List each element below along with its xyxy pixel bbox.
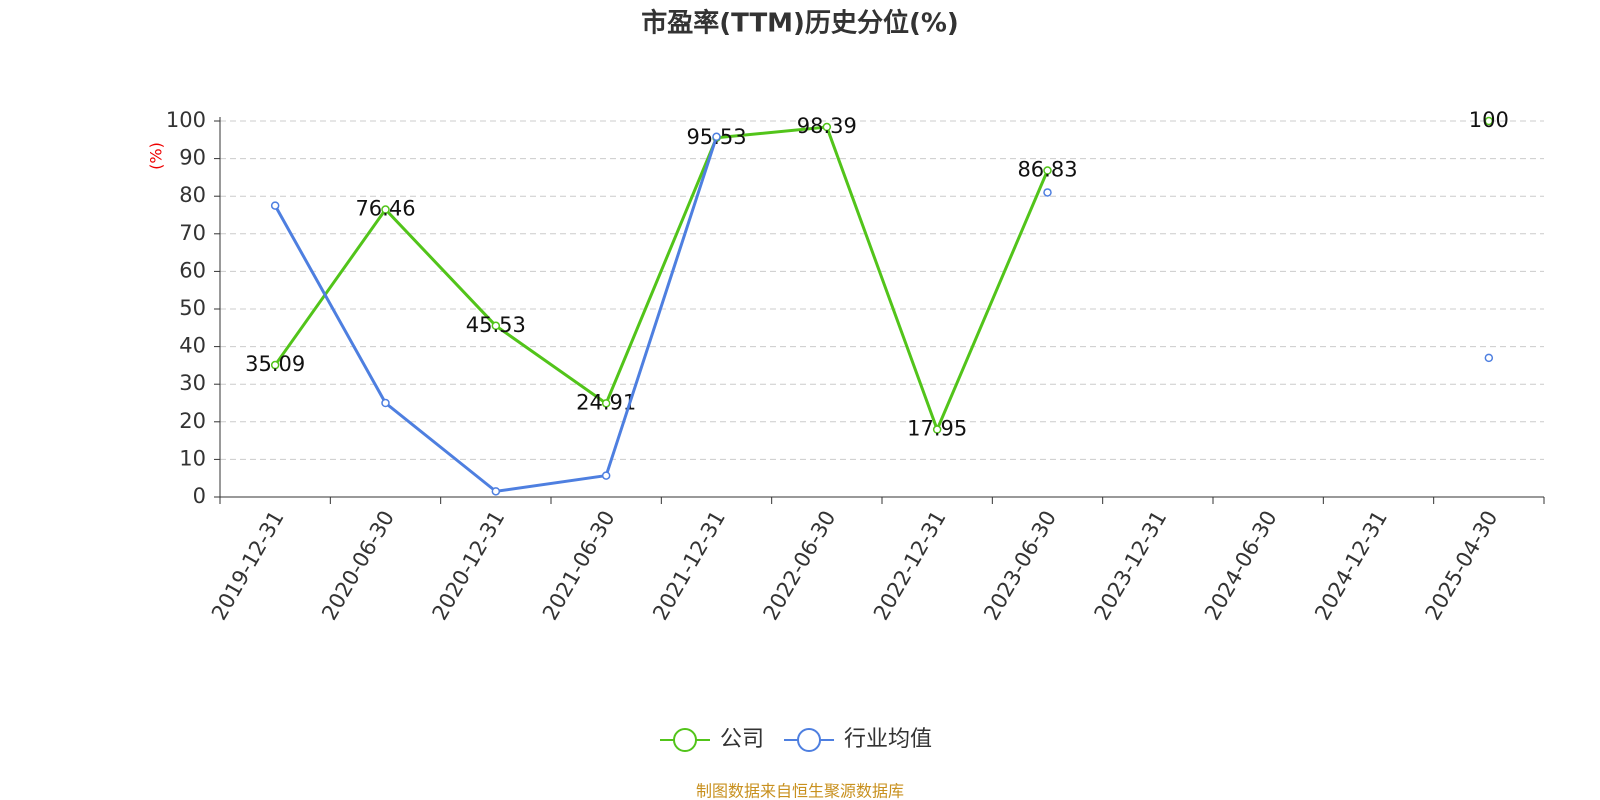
y-axis-label: (%) [147, 142, 166, 170]
chart-title: 市盈率(TTM)历史分位(%) [641, 8, 959, 39]
y-tick-label: 20 [179, 409, 206, 433]
x-tick-label: 2025-04-30 [1421, 507, 1503, 625]
data-point [270, 201, 280, 210]
x-tick-label: 2024-12-31 [1310, 507, 1392, 625]
data-point [491, 487, 501, 496]
y-tick-label: 80 [179, 183, 206, 207]
y-tick-label: 70 [179, 221, 206, 245]
y-tick-label: 0 [193, 484, 206, 508]
data-point [491, 321, 501, 331]
data-point [1484, 116, 1494, 126]
y-tick-label: 10 [179, 446, 206, 470]
series-line [275, 137, 1489, 492]
x-tick-label: 2020-06-30 [317, 507, 399, 625]
data-point [381, 205, 390, 214]
data-label: 35.09 [245, 352, 305, 376]
data-point [381, 398, 390, 408]
data-point [601, 471, 611, 480]
legend-label: 公司 [720, 727, 764, 752]
data-point [270, 360, 280, 370]
x-tick-label: 2023-12-31 [1090, 507, 1172, 625]
data-label: 86.83 [1017, 158, 1077, 182]
x-tick-label: 2019-12-31 [207, 507, 289, 625]
legend-marker [673, 728, 697, 752]
x-tick-label: 2022-06-30 [759, 507, 841, 625]
x-tick-label: 2020-12-31 [428, 507, 510, 625]
data-point [932, 425, 942, 434]
data-label: 17.95 [907, 417, 967, 441]
y-tick-label: 100 [166, 108, 206, 132]
x-tick-label: 2021-06-30 [538, 507, 620, 625]
data-point [712, 132, 721, 142]
y-tick-label: 50 [179, 296, 206, 320]
data-point [822, 122, 832, 132]
data-point [1043, 188, 1052, 197]
source-note: 制图数据来自恒生聚源数据库 [696, 782, 904, 800]
data-point [601, 399, 611, 408]
data-point [1043, 166, 1052, 175]
data-label: 100 [1469, 108, 1509, 132]
data-point [1484, 353, 1494, 363]
data-label: 45.53 [466, 313, 526, 337]
data-label: 76.46 [355, 197, 415, 221]
legend-marker [797, 728, 822, 752]
x-tick-label: 2021-12-31 [648, 507, 730, 625]
y-tick-label: 60 [179, 258, 206, 282]
y-tick-label: 30 [179, 371, 206, 395]
legend-label: 行业均值 [844, 727, 932, 752]
series-line [275, 121, 1489, 430]
x-tick-label: 2024-06-30 [1200, 507, 1282, 625]
data-label: 98.39 [797, 114, 857, 138]
y-tick-label: 40 [179, 334, 206, 358]
y-tick-label: 90 [179, 146, 206, 170]
x-tick-label: 2023-06-30 [979, 507, 1061, 625]
x-tick-label: 2022-12-31 [869, 507, 951, 625]
